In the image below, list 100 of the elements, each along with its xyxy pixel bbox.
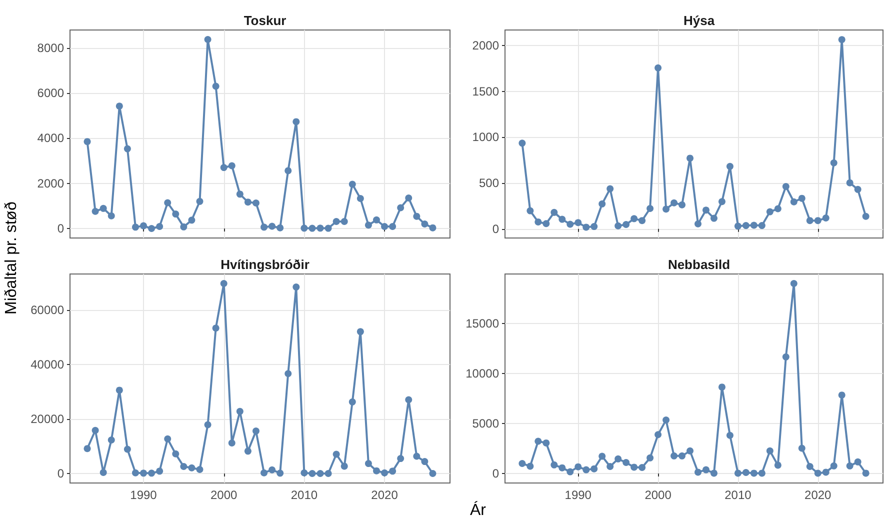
- point: [630, 215, 638, 222]
- point: [356, 194, 364, 202]
- point: [670, 199, 678, 206]
- point: [766, 447, 774, 454]
- point: [348, 398, 356, 406]
- point: [413, 212, 420, 220]
- point: [244, 198, 252, 206]
- point: [750, 470, 758, 477]
- point: [718, 198, 726, 206]
- x-tick-label: 2000: [644, 488, 672, 502]
- point: [381, 222, 388, 230]
- point: [276, 470, 284, 477]
- point: [212, 324, 220, 332]
- point: [300, 469, 308, 476]
- point: [774, 462, 782, 469]
- point: [260, 224, 268, 231]
- point: [534, 218, 542, 226]
- point: [566, 468, 574, 476]
- point: [228, 162, 236, 170]
- chart-title: Nebbasild: [668, 257, 730, 272]
- point: [429, 224, 436, 232]
- point: [260, 469, 268, 476]
- x-tick-label: 1990: [564, 488, 592, 502]
- point: [638, 464, 646, 472]
- point: [108, 212, 115, 220]
- point: [630, 464, 638, 471]
- y-tick-label: 0: [492, 466, 500, 481]
- point: [774, 205, 782, 212]
- point: [188, 464, 196, 472]
- point: [734, 222, 742, 230]
- point: [710, 470, 718, 477]
- point: [646, 454, 654, 462]
- y-tick-label: 1500: [472, 84, 500, 98]
- x-tick-label: 2020: [804, 488, 832, 502]
- point: [678, 452, 686, 460]
- x-tick-label: 2010: [290, 488, 318, 502]
- point: [702, 466, 710, 474]
- y-tick-label: 20000: [30, 412, 64, 426]
- point: [316, 470, 324, 477]
- point: [830, 462, 838, 470]
- point: [814, 470, 822, 477]
- y-tick-label: 40000: [30, 358, 64, 372]
- point: [846, 179, 854, 186]
- point: [268, 222, 276, 230]
- point: [654, 64, 662, 72]
- point: [734, 470, 742, 477]
- point: [92, 208, 99, 215]
- y-tick-label: 60000: [30, 303, 64, 318]
- point: [622, 459, 630, 466]
- y-tick-label: 2000: [472, 38, 500, 53]
- point: [742, 469, 750, 476]
- point: [566, 220, 574, 228]
- point: [710, 214, 718, 222]
- point: [397, 204, 404, 212]
- point: [356, 328, 364, 336]
- y-tick-label: 0: [57, 222, 64, 236]
- point: [558, 216, 566, 223]
- point: [694, 220, 702, 228]
- point: [381, 469, 388, 476]
- point: [84, 138, 91, 146]
- point: [558, 464, 566, 472]
- point: [140, 470, 148, 477]
- point: [814, 217, 822, 224]
- point: [300, 224, 308, 232]
- point: [212, 82, 220, 90]
- point: [846, 462, 854, 470]
- point: [308, 470, 316, 477]
- point: [132, 224, 139, 231]
- point: [670, 452, 678, 460]
- point: [590, 465, 598, 472]
- chart-title: Hýsa: [683, 13, 716, 28]
- point: [806, 463, 814, 470]
- point: [284, 370, 292, 378]
- point: [124, 145, 131, 152]
- point: [220, 164, 228, 172]
- point: [116, 386, 123, 394]
- point: [598, 200, 606, 208]
- point: [526, 207, 534, 214]
- point: [718, 384, 726, 391]
- point: [550, 208, 558, 216]
- point: [308, 224, 316, 232]
- point: [156, 468, 164, 475]
- point: [196, 198, 204, 205]
- point: [324, 470, 332, 477]
- point: [421, 220, 428, 228]
- point: [100, 468, 107, 476]
- point: [180, 223, 188, 230]
- x-tick-label: 2020: [371, 488, 398, 502]
- point: [164, 199, 172, 206]
- y-tick-label: 1000: [472, 130, 500, 144]
- point: [364, 222, 372, 229]
- point: [854, 458, 862, 466]
- x-tick-label: 1990: [130, 488, 158, 502]
- point: [92, 426, 99, 434]
- point: [758, 470, 766, 477]
- point: [116, 102, 123, 110]
- point: [838, 392, 846, 399]
- point: [268, 466, 276, 474]
- y-tick-label: 8000: [37, 40, 64, 55]
- point: [550, 461, 558, 468]
